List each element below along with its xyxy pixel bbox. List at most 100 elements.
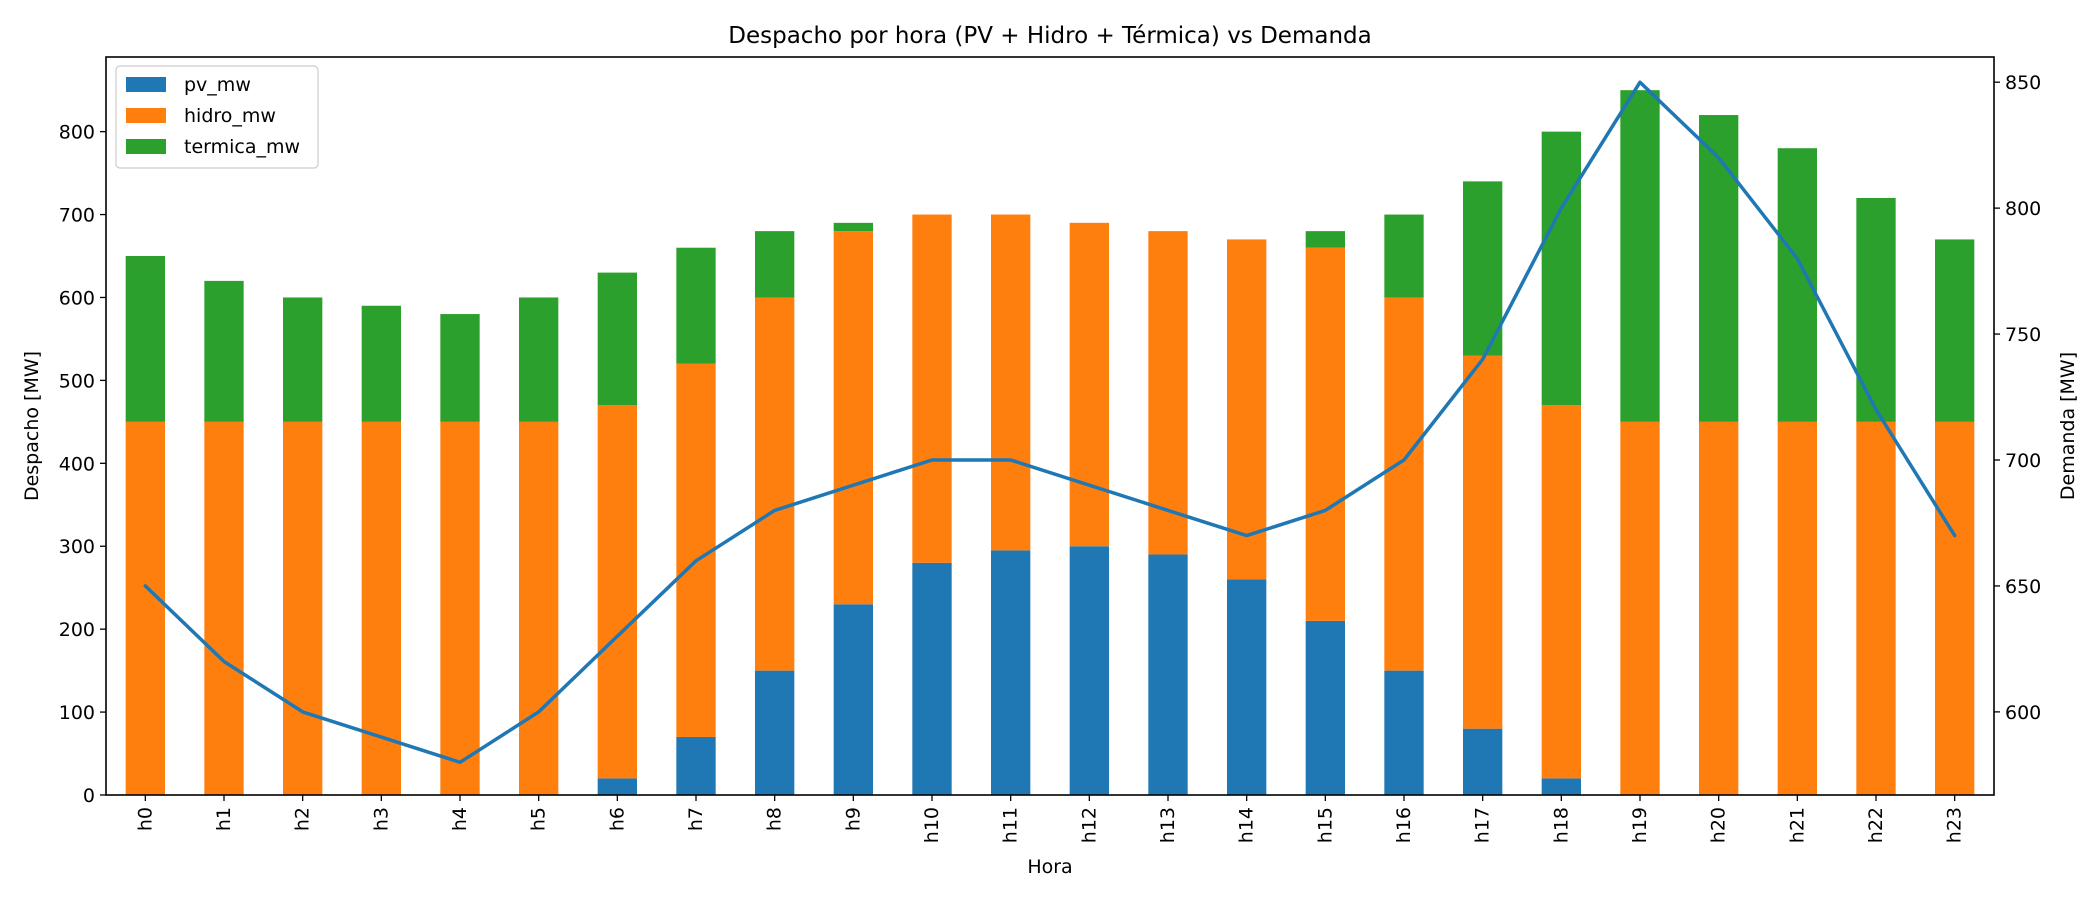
x-tick-label-h21: h21 — [1786, 807, 1808, 843]
bar-termica_mw-h6 — [597, 272, 637, 406]
bar-pv_mw-h14 — [1227, 579, 1267, 795]
bar-termica_mw-h9 — [833, 222, 873, 232]
bar-termica_mw-h5 — [519, 297, 559, 422]
bar-termica_mw-h17 — [1463, 181, 1503, 356]
legend-label-hidro: hidro_mw — [184, 105, 276, 127]
bar-termica_mw-h16 — [1384, 214, 1424, 298]
bar-hidro_mw-h10 — [912, 214, 952, 563]
bar-termica_mw-h7 — [676, 247, 716, 364]
legend-swatch-termica — [126, 139, 166, 154]
y-tick-label-100: 100 — [59, 702, 95, 724]
x-tick-label-h8: h8 — [764, 807, 786, 831]
y-tick-label-600: 600 — [59, 287, 95, 309]
bar-pv_mw-h16 — [1384, 670, 1424, 795]
bar-pv_mw-h10 — [912, 562, 952, 795]
bar-hidro_mw-h13 — [1148, 231, 1188, 555]
x-tick-label-h15: h15 — [1314, 807, 1336, 843]
y2-tick-label-700: 700 — [2005, 450, 2041, 472]
bar-pv_mw-h8 — [755, 670, 795, 795]
y-tick-label-0: 0 — [83, 785, 95, 807]
x-tick-label-h16: h16 — [1393, 807, 1415, 843]
bar-hidro_mw-h6 — [597, 405, 637, 779]
legend-swatch-pv — [126, 77, 166, 92]
bar-termica_mw-h8 — [755, 231, 795, 298]
bar-pv_mw-h12 — [1069, 546, 1109, 795]
y2-axis-ticks: 600 650 700 750 800 850 — [1994, 72, 2041, 724]
demand-line — [143, 80, 1957, 765]
y-tick-label-700: 700 — [59, 205, 95, 227]
bar-hidro_mw-h2 — [283, 421, 323, 795]
bar-hidro_mw-h1 — [204, 421, 244, 795]
y-tick-label-300: 300 — [59, 536, 95, 558]
y-axis-label: Despacho [MW] — [21, 351, 43, 501]
x-tick-label-h17: h17 — [1472, 807, 1494, 843]
x-tick-label-h6: h6 — [606, 807, 628, 831]
bar-termica_mw-h3 — [361, 305, 401, 422]
x-tick-label-h5: h5 — [528, 807, 550, 831]
x-tick-label-h1: h1 — [213, 807, 235, 831]
legend-box — [115, 65, 319, 169]
bar-hidro_mw-h4 — [440, 421, 480, 795]
x-tick-label-h22: h22 — [1865, 807, 1887, 843]
bar-hidro_mw-h11 — [991, 214, 1031, 551]
bar-hidro_mw-h18 — [1541, 405, 1581, 779]
bar-hidro_mw-h22 — [1856, 421, 1896, 795]
x-axis-label: Hora — [1027, 856, 1072, 878]
bar-hidro_mw-h23 — [1935, 421, 1975, 795]
x-tick-label-h0: h0 — [134, 807, 156, 831]
bar-termica_mw-h0 — [125, 256, 165, 422]
x-tick-label-h13: h13 — [1157, 807, 1179, 843]
bar-hidro_mw-h21 — [1777, 421, 1817, 795]
y2-tick-label-800: 800 — [2005, 198, 2041, 220]
bar-pv_mw-h11 — [991, 550, 1031, 795]
bar-termica_mw-h22 — [1856, 197, 1896, 422]
bar-hidro_mw-h12 — [1069, 222, 1109, 547]
bars-group — [125, 90, 1975, 795]
x-axis-ticks: h0 h1 h2 h3 h4 h5 h6 h7 h8 h9 h10 h11 h12 h13 h14 h15 h1… — [134, 795, 1966, 843]
bar-hidro_mw-h3 — [361, 421, 401, 795]
bar-pv_mw-h13 — [1148, 554, 1188, 795]
y-tick-label-800: 800 — [59, 122, 95, 144]
y2-tick-label-850: 850 — [2005, 72, 2041, 94]
x-tick-label-h11: h11 — [1000, 807, 1022, 843]
bar-termica_mw-h23 — [1935, 239, 1975, 422]
bar-pv_mw-h15 — [1305, 620, 1345, 795]
y2-tick-label-750: 750 — [2005, 324, 2041, 346]
y2-axis-label: Demanda [MW] — [2057, 352, 2079, 500]
x-tick-label-h3: h3 — [370, 807, 392, 831]
x-tick-label-h7: h7 — [685, 807, 707, 831]
x-tick-label-h10: h10 — [921, 807, 943, 843]
x-tick-label-h23: h23 — [1944, 807, 1966, 843]
bar-pv_mw-h6 — [597, 778, 637, 795]
bar-hidro_mw-h19 — [1620, 421, 1660, 795]
y2-tick-label-600: 600 — [2005, 702, 2041, 724]
bar-hidro_mw-h0 — [125, 421, 165, 795]
x-tick-label-h14: h14 — [1236, 807, 1258, 843]
plot-frame — [105, 56, 1995, 796]
bar-termica_mw-h1 — [204, 280, 244, 422]
y-axis-ticks: 0 100 200 300 400 500 600 700 800 — [59, 122, 106, 807]
bar-pv_mw-h7 — [676, 736, 716, 795]
x-tick-label-h20: h20 — [1708, 807, 1730, 843]
legend-label-pv: pv_mw — [184, 74, 251, 96]
bar-termica_mw-h4 — [440, 314, 480, 422]
bar-hidro_mw-h8 — [755, 297, 795, 671]
bar-termica_mw-h2 — [283, 297, 323, 422]
y-tick-label-200: 200 — [59, 619, 95, 641]
bar-pv_mw-h17 — [1463, 728, 1503, 795]
legend-swatch-hidro — [126, 108, 166, 123]
legend-label-termica: termica_mw — [184, 136, 300, 158]
x-tick-label-h19: h19 — [1629, 807, 1651, 843]
bar-hidro_mw-h14 — [1227, 239, 1267, 580]
chart-title: Despacho por hora (PV + Hidro + Térmica)… — [728, 23, 1371, 49]
bar-termica_mw-h20 — [1699, 115, 1739, 422]
bar-pv_mw-h18 — [1541, 778, 1581, 795]
y2-tick-label-650: 650 — [2005, 576, 2041, 598]
bar-hidro_mw-h20 — [1699, 421, 1739, 795]
demand-line-group — [143, 80, 1957, 765]
bar-termica_mw-h15 — [1305, 231, 1345, 248]
x-tick-label-h9: h9 — [842, 807, 864, 831]
y-tick-label-400: 400 — [59, 453, 95, 475]
bar-hidro_mw-h17 — [1463, 355, 1503, 729]
